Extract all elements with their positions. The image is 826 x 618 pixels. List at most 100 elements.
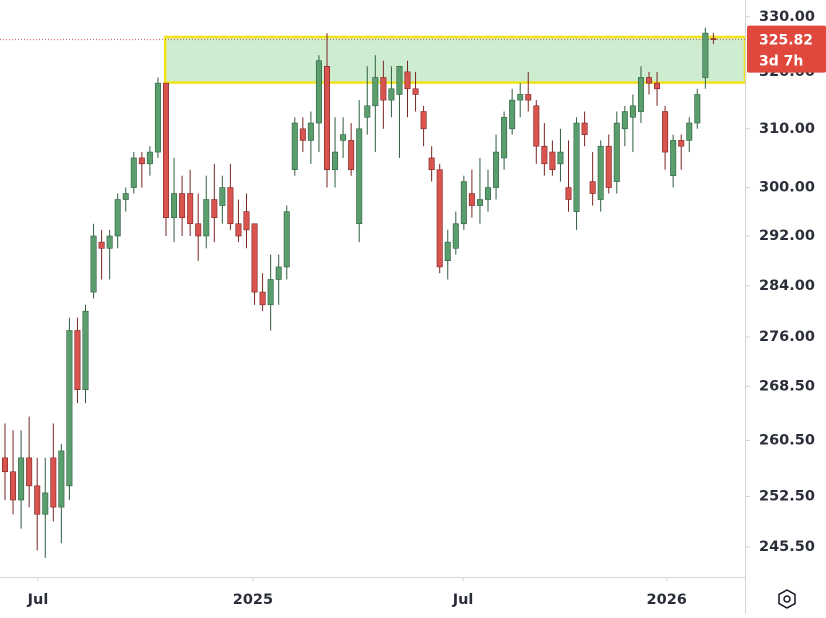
resistance-zone [163, 35, 747, 84]
candle-body [621, 111, 628, 130]
candle-body [283, 211, 290, 268]
settings-icon-center [783, 595, 791, 603]
axes: 245.50 252.50 260.50 268.50 276.00 284.00 292.… [27, 9, 826, 608]
candle-body [267, 279, 274, 306]
candle-body [323, 66, 330, 171]
candle-body [34, 485, 41, 515]
candle-body [18, 457, 25, 501]
candle-body [138, 157, 145, 165]
candle-body [654, 82, 661, 90]
candle-body [291, 122, 298, 171]
candle-body [694, 94, 701, 124]
candle-body [686, 122, 693, 141]
candle-body [58, 450, 65, 508]
candle-body [613, 122, 620, 182]
candle-body [388, 88, 395, 101]
candle-body [525, 94, 532, 101]
candle-body [517, 94, 524, 101]
candle-body [629, 105, 636, 118]
candle-body [211, 199, 218, 218]
x-tick-label: Jul [452, 592, 474, 608]
candle-body [484, 187, 491, 200]
x-tick-label: Jul [27, 592, 49, 608]
candle-body [670, 140, 677, 176]
candle-body [195, 223, 202, 237]
plot-area [0, 27, 747, 558]
candle-body [364, 105, 371, 118]
candle-body [637, 77, 644, 112]
candle-body [436, 169, 443, 268]
candle-body [50, 457, 57, 508]
candle-body [307, 122, 314, 141]
candle-body [678, 140, 685, 147]
settings-icon[interactable] [778, 589, 796, 609]
candle-body [710, 38, 717, 40]
candle-body [106, 235, 113, 249]
y-tick-label: 268.50 [759, 378, 815, 394]
last-price-box [747, 25, 826, 73]
candle-body [573, 122, 580, 212]
candle-body [82, 310, 89, 390]
candle-body [533, 105, 540, 147]
candle-body [243, 211, 250, 231]
candle-body [380, 77, 387, 101]
candle-body [468, 193, 475, 206]
candle-body [348, 140, 355, 171]
candle-body [42, 492, 49, 515]
candle-body [74, 330, 81, 390]
candle-body [235, 223, 242, 237]
candle-body [122, 193, 129, 200]
candle-body [187, 193, 194, 225]
candle-body [476, 199, 483, 206]
candle-body [146, 151, 153, 165]
candle-body [179, 193, 186, 218]
candle-body [154, 82, 161, 153]
candle-body [581, 122, 588, 135]
candle-body [412, 88, 419, 95]
candle-body [10, 471, 17, 501]
candle-body [541, 145, 548, 165]
candle-body [90, 235, 97, 293]
y-tick-label: 245.50 [759, 539, 815, 555]
candle-body [645, 77, 652, 84]
candle-body [315, 60, 322, 124]
candle-body [114, 199, 121, 237]
candle-body [452, 223, 459, 249]
candle-body [251, 223, 258, 293]
candle-body [163, 82, 170, 218]
candle-body [589, 181, 596, 194]
candle-body [404, 71, 411, 90]
candle-body [557, 151, 564, 165]
y-tick-label: 300.00 [759, 180, 815, 196]
candle-body [130, 157, 137, 188]
candle-body [444, 241, 451, 262]
candle-body [259, 291, 266, 306]
y-tick-label: 292.00 [759, 228, 815, 244]
candle-body [98, 241, 105, 249]
candle-body [597, 145, 604, 200]
candle-body [340, 134, 347, 141]
candle-body [565, 187, 572, 200]
candle-body [702, 32, 709, 78]
y-tick-label: 310.00 [759, 121, 815, 137]
candle-body [66, 330, 73, 487]
candle-body [171, 193, 178, 218]
y-tick-label: 260.50 [759, 433, 815, 449]
candle-body [605, 145, 612, 188]
candle-body [662, 111, 669, 153]
candle-body [332, 151, 339, 171]
candle-body [493, 151, 500, 188]
candle-body [203, 199, 210, 237]
candle-body [396, 66, 403, 95]
last-price-label: 325.82 [759, 33, 813, 49]
y-tick-label: 284.00 [759, 278, 815, 294]
y-tick-label: 276.00 [759, 329, 815, 345]
settings-button[interactable] [778, 589, 796, 609]
candle-body [299, 128, 306, 141]
x-tick-label: 2026 [647, 592, 687, 608]
y-tick-label: 330.00 [759, 9, 815, 25]
candle-body [428, 157, 435, 171]
candle-body [275, 266, 282, 280]
